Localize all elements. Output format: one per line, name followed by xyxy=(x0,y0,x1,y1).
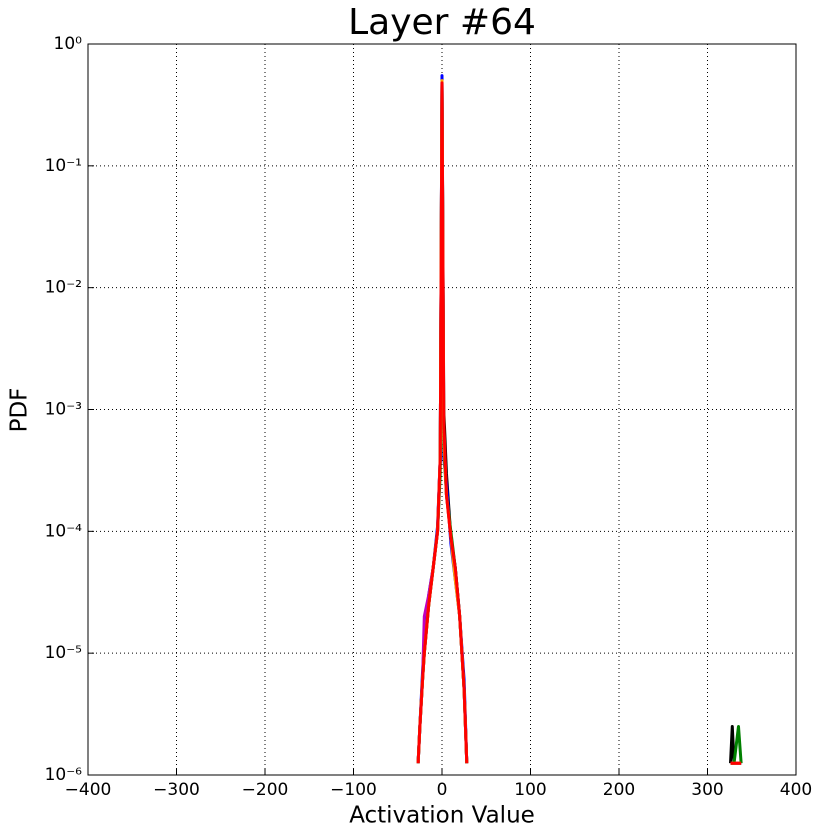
y-tick-label: 10⁻¹ xyxy=(45,156,82,176)
y-tick-label: 10⁻⁶ xyxy=(45,765,83,785)
series-line xyxy=(416,81,742,765)
series-line xyxy=(416,79,742,765)
x-tick-label: 400 xyxy=(780,780,812,800)
series-line xyxy=(416,74,742,765)
x-tick-label: 0 xyxy=(437,780,448,800)
y-tick-label: 10⁰ xyxy=(54,34,83,54)
x-tick-label: −100 xyxy=(330,780,377,800)
x-tick-label: −400 xyxy=(65,780,112,800)
plot-frame xyxy=(87,43,797,776)
x-tick-label: 200 xyxy=(603,780,635,800)
y-tick-label: 10⁻² xyxy=(45,278,82,298)
y-tick-label: 10⁻⁵ xyxy=(45,643,82,663)
x-tick-label: −200 xyxy=(242,780,289,800)
x-tick-label: 100 xyxy=(514,780,546,800)
x-tick-label: 300 xyxy=(691,780,723,800)
series-line xyxy=(416,79,743,765)
x-axis-label: Activation Value xyxy=(349,803,535,829)
series-line xyxy=(416,79,742,765)
series-line xyxy=(416,79,742,765)
y-tick-label: 10⁻⁴ xyxy=(45,521,83,541)
y-axis-label: PDF xyxy=(7,388,33,433)
chart-title: Layer #64 xyxy=(348,2,536,43)
x-tick-label: −300 xyxy=(153,780,200,800)
y-tick-label: 10⁻³ xyxy=(45,400,82,420)
